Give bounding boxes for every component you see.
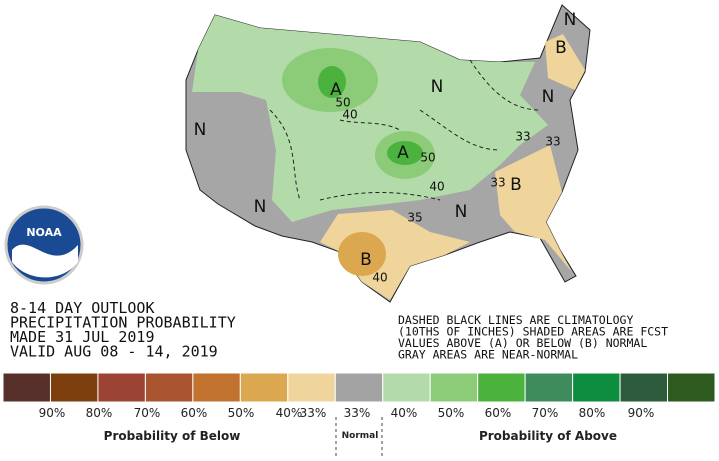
legend-swatch <box>97 372 146 403</box>
map-label: N <box>564 10 577 30</box>
outlook-line: VALID AUG 08 - 14, 2019 <box>10 343 218 361</box>
map-label: N <box>254 197 267 217</box>
map-label: 33 <box>490 176 505 190</box>
legend-swatch <box>382 372 431 403</box>
legend-swatch <box>667 372 716 403</box>
map-label: 50 <box>420 151 435 165</box>
noaa-logo-text: NOAA <box>26 226 62 239</box>
legend-label: 90% <box>39 406 66 420</box>
note-line: DASHED BLACK LINES ARE CLIMATOLOGY <box>398 313 633 327</box>
map-label: N <box>542 87 555 107</box>
climatology-lines <box>269 59 541 201</box>
map-label: B <box>510 175 522 195</box>
outlook-line: MADE 31 JUL 2019 <box>10 328 155 346</box>
map-label: A <box>330 80 342 100</box>
map-label: A <box>397 143 409 163</box>
legend-swatch <box>144 372 194 403</box>
legend-swatch <box>619 372 669 403</box>
below-normal-region <box>545 34 585 90</box>
map-label: B <box>360 250 372 270</box>
legend-label: 60% <box>181 406 208 420</box>
map-label: 40 <box>372 271 387 285</box>
below-40-region <box>338 232 386 276</box>
legend-swatch <box>287 372 336 403</box>
legend-swatch <box>192 372 241 403</box>
legend-swatch <box>334 372 384 403</box>
map-label: B <box>555 38 567 58</box>
legend-label: 70% <box>532 406 559 420</box>
above-50-region <box>318 66 346 98</box>
legend-label: 70% <box>134 406 161 420</box>
above-normal-region <box>192 15 548 222</box>
noaa-logo-wave <box>12 244 78 278</box>
legend-label: 33% <box>344 406 371 420</box>
map-label: N <box>431 77 444 97</box>
map-label: 50 <box>335 96 350 110</box>
map-label: 33 <box>515 130 530 144</box>
legend-swatch <box>572 372 621 403</box>
above-50-region <box>387 141 423 165</box>
map-label: 40 <box>342 108 357 122</box>
legend-label: 80% <box>86 406 113 420</box>
legend-label: 50% <box>438 406 465 420</box>
map-label: 33 <box>545 135 560 149</box>
outlook-line: 8-14 DAY OUTLOOK <box>10 299 155 317</box>
legend-swatch <box>2 372 51 403</box>
map-label: 40 <box>429 180 444 194</box>
legend-label: 33% <box>300 406 327 420</box>
normal-caption: Normal <box>342 431 379 441</box>
legend-swatch <box>524 372 574 403</box>
legend-label: 90% <box>628 406 655 420</box>
above-caption: Probability of Above <box>479 429 617 443</box>
legend-swatch <box>49 372 99 403</box>
legend-label: 80% <box>579 406 606 420</box>
below-normal-region <box>495 145 572 272</box>
legend-label: 60% <box>485 406 512 420</box>
legend-label: 50% <box>228 406 255 420</box>
below-caption: Probability of Below <box>104 429 241 443</box>
note-line: VALUES ABOVE (A) OR BELOW (B) NORMAL <box>398 336 647 350</box>
note-line: (10THS OF INCHES) SHADED AREAS ARE FCST <box>398 325 668 339</box>
legend-label: 40% <box>391 406 418 420</box>
map-label: N <box>455 202 468 222</box>
outlook-line: PRECIPITATION PROBABILITY <box>10 314 236 332</box>
legend-label: 40% <box>276 406 303 420</box>
legend-swatch <box>477 372 526 403</box>
legend-swatch <box>239 372 289 403</box>
map-label: 35 <box>407 211 422 225</box>
map-label: N <box>194 120 207 140</box>
note-line: GRAY AREAS ARE NEAR-NORMAL <box>398 348 578 362</box>
legend-swatch <box>429 372 479 403</box>
